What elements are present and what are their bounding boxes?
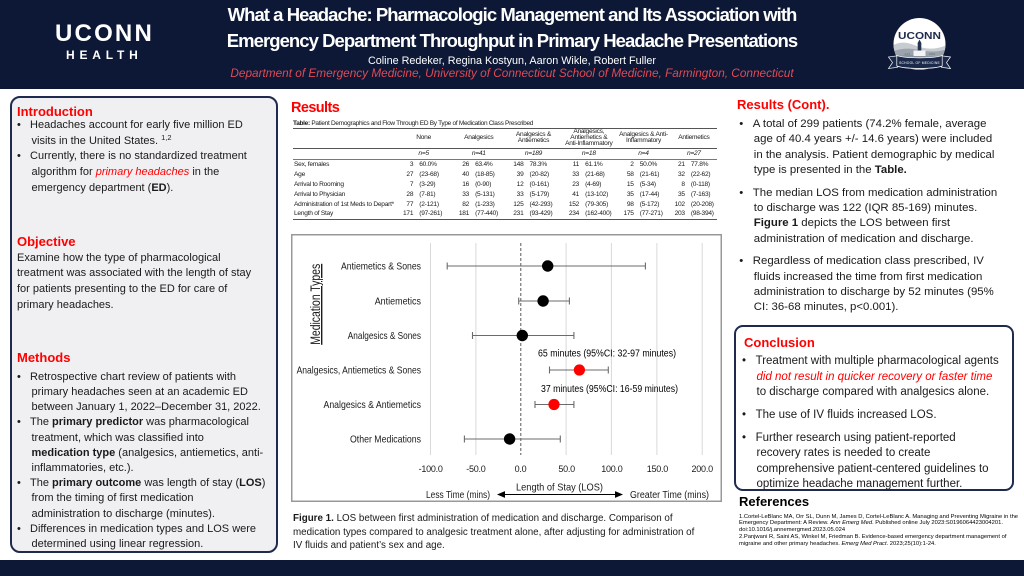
- svg-text:Analgesics & Sones: Analgesics & Sones: [348, 330, 421, 342]
- svg-text:65 minutes (95%CI: 32-97 minu: 65 minutes (95%CI: 32-97 minutes): [538, 349, 676, 360]
- svg-text:UCONN: UCONN: [898, 30, 941, 42]
- svg-text:Antiemetics: Antiemetics: [375, 296, 421, 308]
- svg-text:Analgesics & Antiemetics: Analgesics & Antiemetics: [324, 399, 422, 411]
- svg-text:Antiemetics & Sones: Antiemetics & Sones: [341, 261, 421, 273]
- svg-text:100.0: 100.0: [601, 464, 623, 474]
- svg-text:Greater Time (mins): Greater Time (mins): [630, 490, 709, 501]
- svg-text:SCHOOL OF MEDICINE: SCHOOL OF MEDICINE: [899, 61, 940, 65]
- svg-text:Analgesics, Antiemetics & Sone: Analgesics, Antiemetics & Sones: [297, 365, 421, 377]
- svg-text:1881: 1881: [929, 52, 936, 56]
- svg-text:200.0: 200.0: [692, 464, 714, 474]
- svg-text:0.0: 0.0: [515, 464, 527, 474]
- svg-text:Less Time (mins): Less Time (mins): [426, 490, 490, 501]
- svg-text:-100.0: -100.0: [419, 464, 443, 474]
- svg-text:37 minutes (95%CI: 16-59 minu: 37 minutes (95%CI: 16-59 minutes): [541, 384, 678, 395]
- svg-text:Medication Types: Medication Types: [307, 264, 323, 345]
- svg-text:EST: EST: [905, 52, 911, 56]
- svg-text:50.0: 50.0: [558, 464, 575, 474]
- svg-text:150.0: 150.0: [647, 464, 669, 474]
- svg-text:Other Medications: Other Medications: [350, 434, 421, 446]
- svg-text:-50.0: -50.0: [466, 464, 486, 474]
- svg-text:Length of Stay (LOS): Length of Stay (LOS): [516, 482, 603, 494]
